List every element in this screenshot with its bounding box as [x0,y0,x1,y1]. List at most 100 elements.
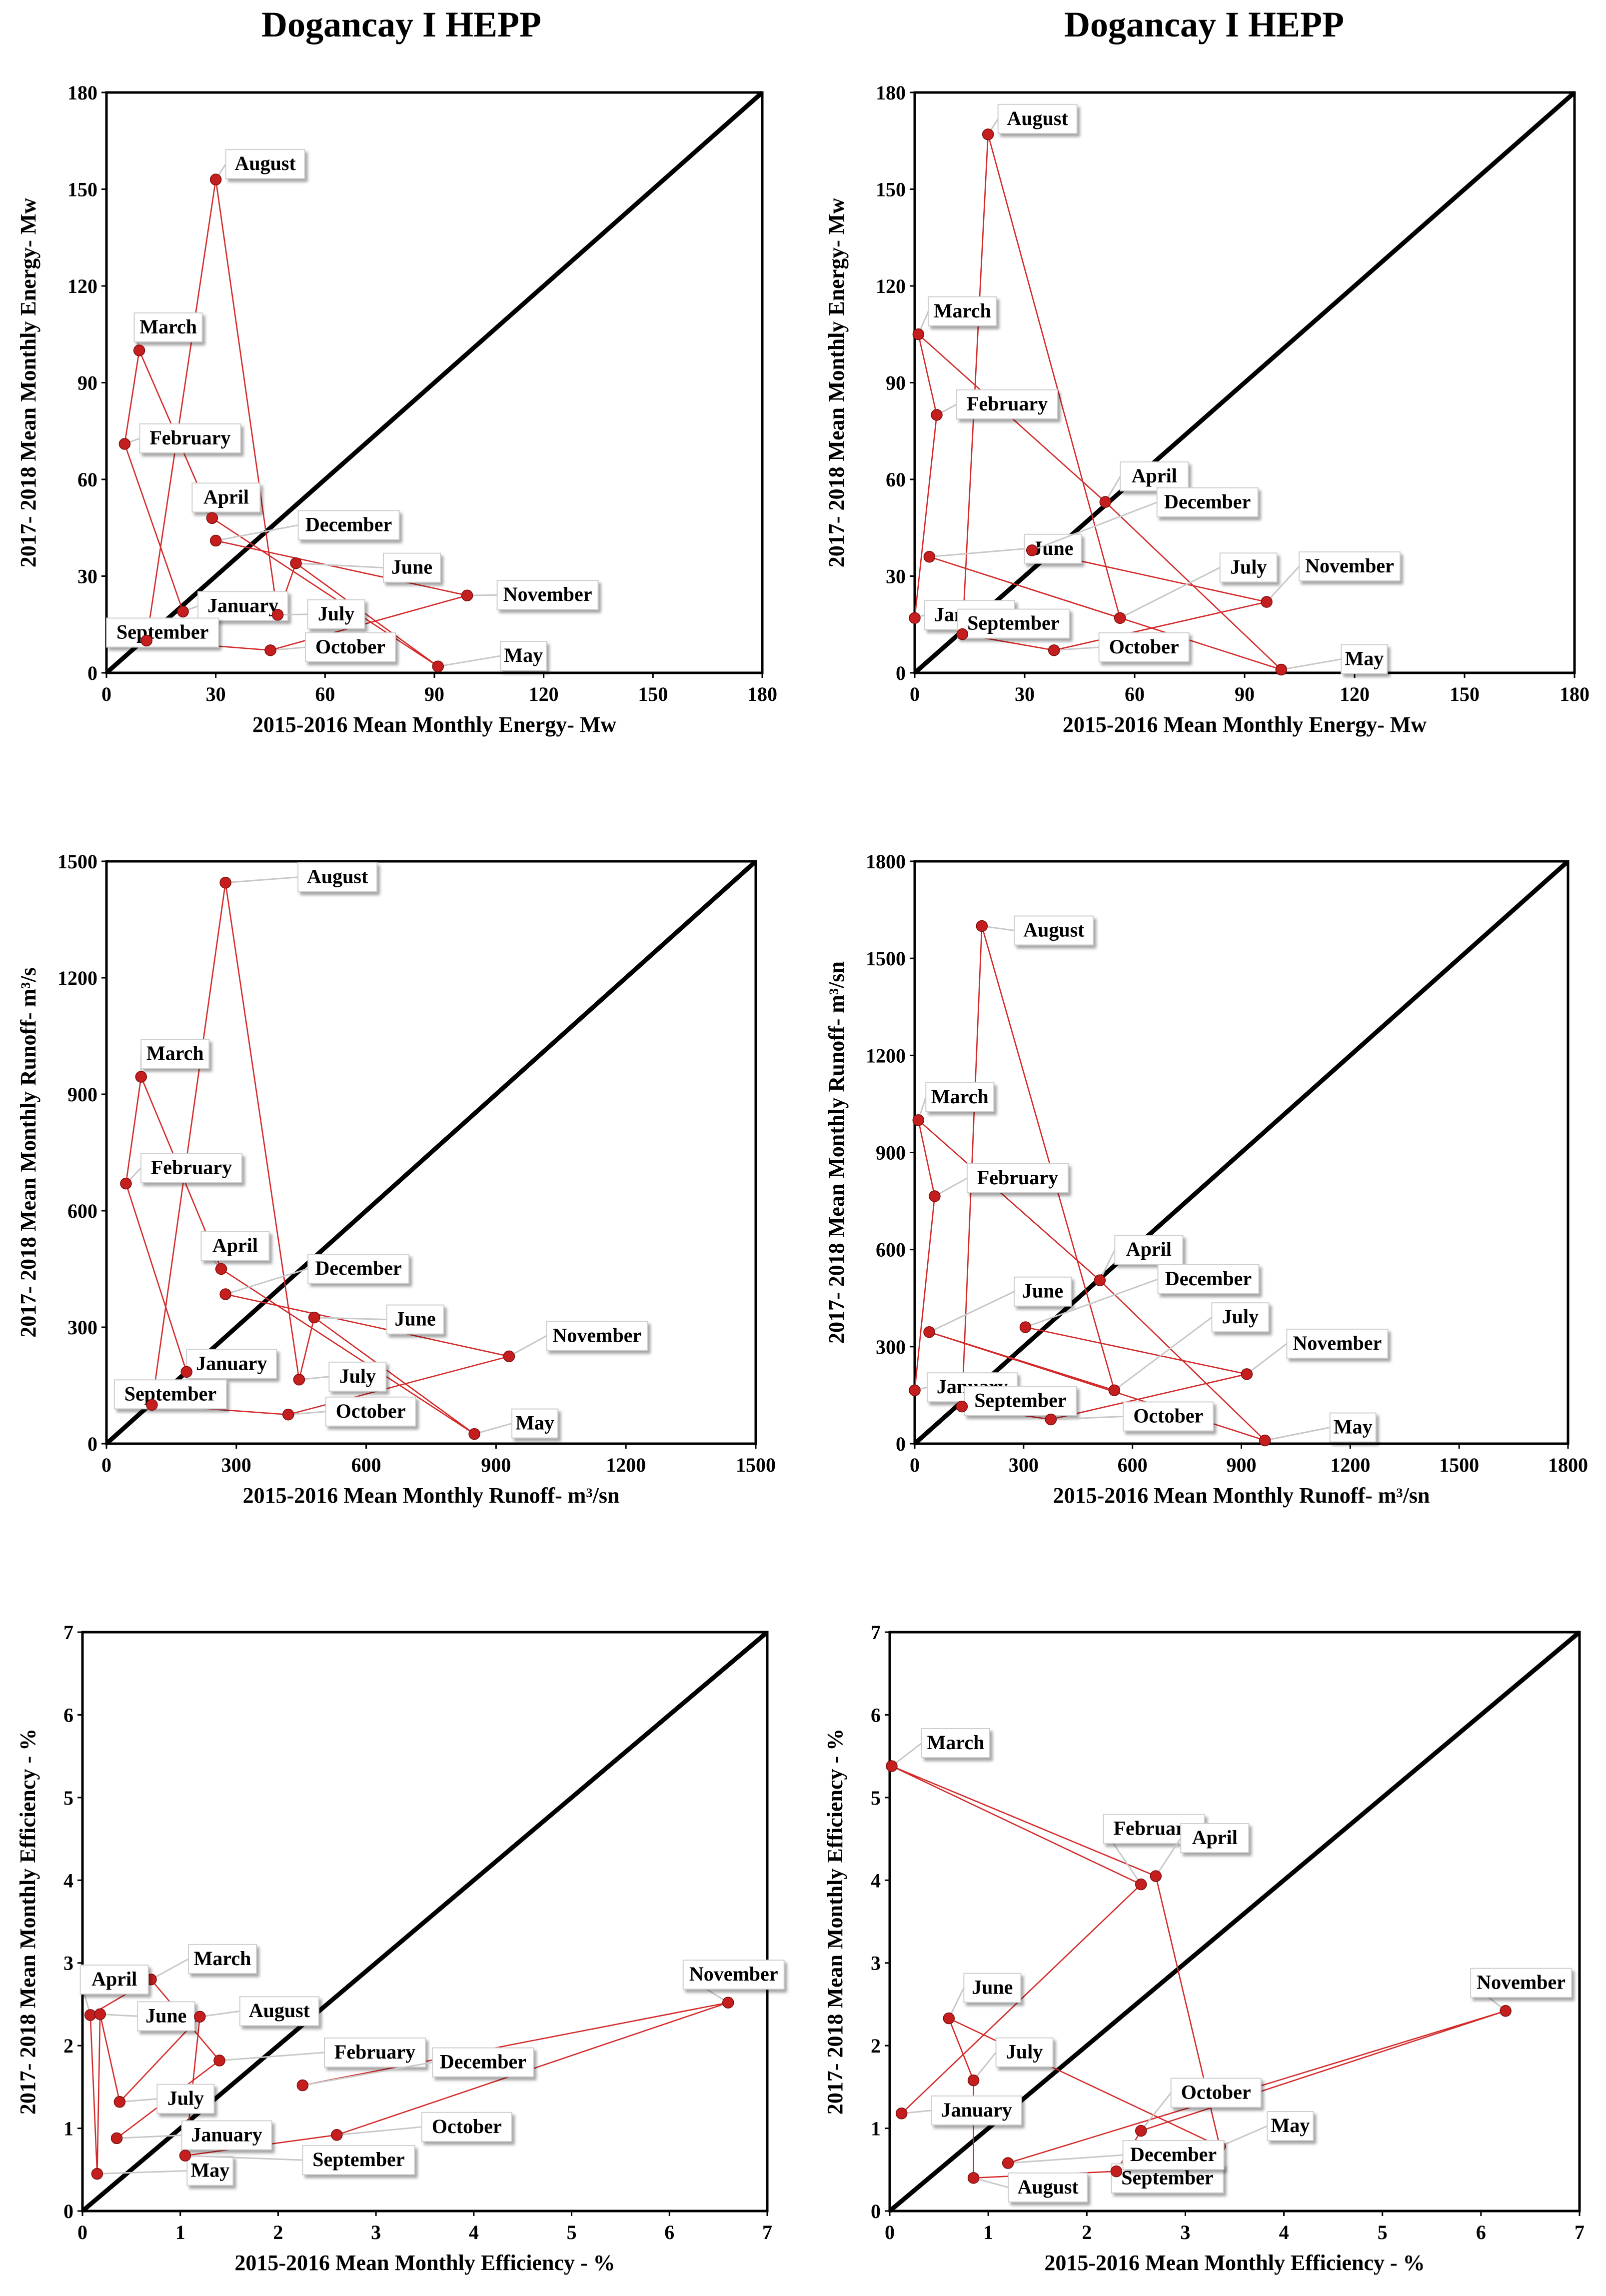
leader-line [219,2052,325,2062]
y-tick-label: 180 [67,81,97,104]
label-text: December [315,1257,402,1279]
x-tick-label: 2 [1082,2221,1092,2244]
data-label-july: July [119,2084,215,2114]
label-text: January [207,594,278,616]
x-tick-label: 5 [567,2221,577,2244]
x-tick-label: 90 [1235,683,1255,705]
leader-line [1119,567,1221,619]
label-text: February [334,2041,415,2063]
y-tick-label: 60 [886,468,906,491]
data-point-september [956,628,969,640]
y-axis-label: 2017- 2018 Mean Monthly Runoff- m³/sn [824,961,849,1344]
data-point-june [923,1326,935,1338]
leader-line [116,2134,182,2139]
x-tick-label: 60 [315,683,335,705]
label-text: April [91,1968,137,1990]
label-text: November [1305,554,1394,577]
y-tick-label: 1200 [57,967,97,989]
x-tick-label: 0 [101,683,111,705]
label-box [1156,487,1259,517]
label-text: September [967,612,1059,634]
label-box [1120,461,1189,492]
data-label-september: September [185,2145,415,2176]
y-tick-label: 4 [63,1869,73,1892]
label-box [191,482,261,513]
x-tick-label: 150 [1450,683,1480,705]
label-box [1286,1328,1389,1359]
y-tick-label: 150 [876,178,906,201]
label-box [140,1039,210,1069]
data-label-december: December [1025,1264,1260,1328]
label-box [966,1163,1069,1193]
label-box [1219,552,1278,583]
x-tick-label: 1200 [606,1454,646,1476]
data-point-november [461,589,473,601]
label-box [1299,551,1401,582]
x-axis-label: 2015-2016 Mean Monthly Runoff- m³/sn [243,1483,620,1508]
label-box [921,1728,990,1758]
y-tick-label: 1 [871,2118,881,2140]
label-box [133,312,203,342]
data-label-august: August [225,862,378,892]
data-label-july: July [299,1361,387,1392]
leader-line [1032,501,1158,551]
data-label-october: October [336,2112,512,2142]
label-text: January [941,2099,1012,2121]
data-label-may: May [474,1408,559,1439]
series-line [914,133,1282,670]
leader-line [185,2155,303,2161]
label-text: September [124,1382,216,1405]
label-box [302,2145,415,2176]
label-text: December [305,513,392,536]
label-box [181,2120,272,2151]
data-label-february: February [1103,1814,1205,1885]
data-point-september [140,634,152,647]
data-point-july [271,609,284,621]
label-text: March [934,299,991,322]
data-point-february [931,409,943,421]
data-point-january [110,2132,123,2145]
y-tick-label: 90 [886,372,906,394]
label-box [1098,632,1190,662]
y-tick-label: 3 [63,1952,73,1975]
x-tick-label: 0 [77,2221,87,2244]
data-point-october [1048,644,1060,656]
x-tick-label: 30 [1015,683,1035,705]
label-text: April [1192,1826,1238,1849]
x-tick-label: 120 [529,683,559,705]
x-tick-label: 150 [638,683,668,705]
y-axis-label: 2017- 2018 Mean Monthly Energy- Mw [824,198,849,568]
label-text: June [391,556,432,578]
leader-line [1155,1838,1182,1877]
label-box [928,296,997,326]
data-point-june [308,1311,320,1324]
label-text: October [1109,635,1179,658]
data-label-august: August [973,2172,1088,2203]
y-tick-label: 120 [67,275,97,297]
data-point-september [1110,2165,1123,2178]
data-label-april: April [200,1231,270,1270]
label-box [1470,1968,1573,1998]
label-box [1114,1235,1184,1265]
x-axis-label: 2015-2016 Mean Monthly Efficiency - % [234,2251,615,2275]
data-point-october [1045,1413,1057,1426]
label-text: June [972,1976,1013,1999]
chart-runoff-right: 0 300 600 900 1200 1500 1800 0 300 600 900 1200 1500… [824,850,1588,1508]
data-label-september: September [956,608,1070,639]
data-point-april [215,1263,227,1275]
data-point-august [219,876,231,889]
chart-energy-right: 0 30 60 90 120 150 180 0 30 60 90 120 150 180 2015-201… [824,81,1590,737]
data-point-july [1108,1384,1121,1396]
label-box [957,608,1070,639]
x-tick-label: 6 [1476,2221,1486,2244]
data-label-march: March [133,312,203,351]
y-tick-label: 0 [63,2200,73,2223]
data-label-july: July [1114,1302,1270,1391]
x-tick-label: 5 [1378,2221,1388,2244]
data-label-june: June [929,533,1082,564]
label-text: March [146,1042,204,1064]
leader-line [973,2177,1009,2189]
data-point-january [180,1366,192,1378]
y-tick-label: 30 [886,565,906,588]
data-label-january: January [185,1349,277,1379]
